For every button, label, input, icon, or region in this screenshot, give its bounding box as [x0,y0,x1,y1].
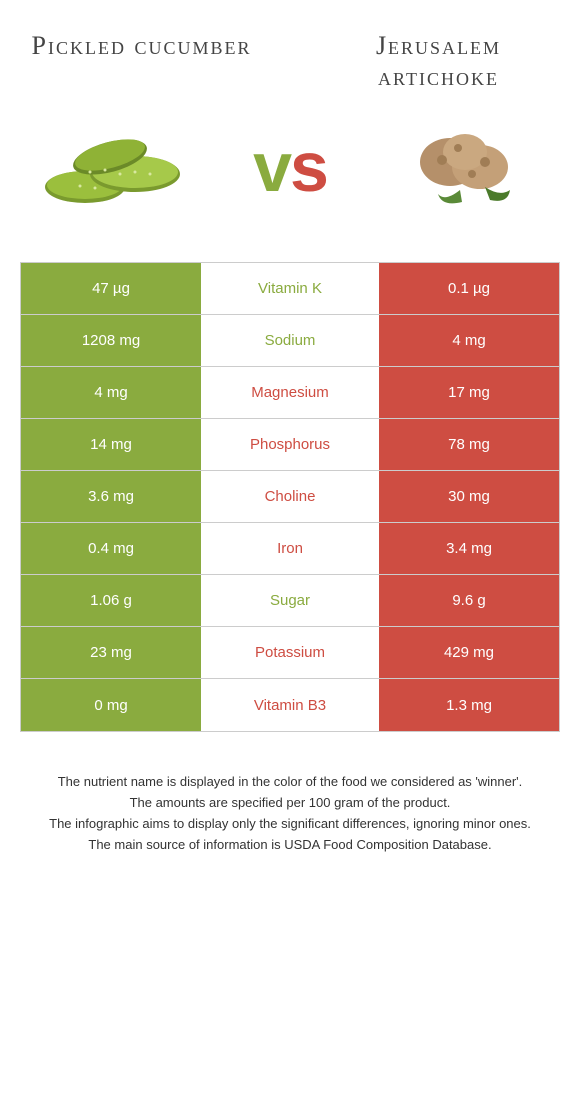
nutrient-table: 47 µgVitamin K0.1 µg1208 mgSodium4 mg4 m… [20,262,560,732]
right-value: 3.4 mg [379,523,559,574]
nutrient-name: Iron [201,523,379,574]
table-row: 1208 mgSodium4 mg [21,315,559,367]
footnote-line: The main source of information is USDA F… [30,835,550,856]
vs-label: vs [253,127,327,207]
nutrient-name: Vitamin B3 [201,679,379,731]
footnote-line: The amounts are specified per 100 gram o… [30,793,550,814]
nutrient-name: Sodium [201,315,379,366]
left-value: 3.6 mg [21,471,201,522]
left-food-image [40,112,190,222]
table-row: 3.6 mgCholine30 mg [21,471,559,523]
left-value: 14 mg [21,419,201,470]
table-row: 14 mgPhosphorus78 mg [21,419,559,471]
left-value: 23 mg [21,627,201,678]
left-value: 0 mg [21,679,201,731]
nutrient-name: Vitamin K [201,263,379,314]
left-food-title: Pickled cucumber [20,30,263,92]
right-value: 0.1 µg [379,263,559,314]
right-value: 4 mg [379,315,559,366]
right-value: 1.3 mg [379,679,559,731]
nutrient-name: Sugar [201,575,379,626]
table-row: 1.06 gSugar9.6 g [21,575,559,627]
footnote-line: The nutrient name is displayed in the co… [30,772,550,793]
right-value: 30 mg [379,471,559,522]
left-value: 47 µg [21,263,201,314]
table-row: 4 mgMagnesium17 mg [21,367,559,419]
right-value: 9.6 g [379,575,559,626]
table-row: 23 mgPotassium429 mg [21,627,559,679]
left-value: 0.4 mg [21,523,201,574]
left-value: 1.06 g [21,575,201,626]
nutrient-name: Choline [201,471,379,522]
nutrient-name: Phosphorus [201,419,379,470]
footnote-line: The infographic aims to display only the… [30,814,550,835]
table-row: 47 µgVitamin K0.1 µg [21,263,559,315]
vs-row: vs [20,112,560,222]
nutrient-name: Potassium [201,627,379,678]
right-value: 429 mg [379,627,559,678]
table-row: 0 mgVitamin B31.3 mg [21,679,559,731]
right-value: 17 mg [379,367,559,418]
table-row: 0.4 mgIron3.4 mg [21,523,559,575]
nutrient-name: Magnesium [201,367,379,418]
right-food-image [390,112,540,222]
right-value: 78 mg [379,419,559,470]
right-food-title: Jerusalem artichoke [317,30,560,92]
left-value: 4 mg [21,367,201,418]
left-value: 1208 mg [21,315,201,366]
footnotes: The nutrient name is displayed in the co… [20,772,560,855]
